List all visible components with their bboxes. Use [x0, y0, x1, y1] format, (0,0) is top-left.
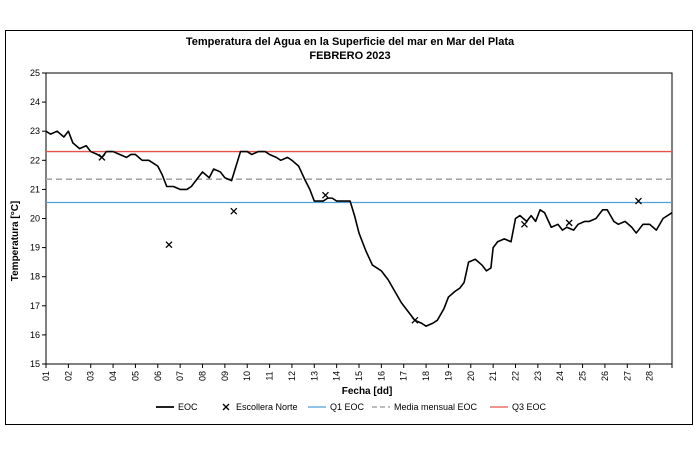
y-tick-label-8: 23 [30, 126, 40, 136]
x-tick-label-11: 12 [287, 371, 297, 381]
x-tick-label-13: 14 [332, 371, 342, 381]
y-tick-label-9: 24 [30, 97, 40, 107]
x-tick-label-5: 06 [153, 371, 163, 381]
chart-frame: Temperatura del Agua en la Superficie de… [5, 30, 693, 425]
legend-item-0: EOC [156, 402, 198, 412]
y-tick-label-7: 22 [30, 155, 40, 165]
legend-item-4: Q3 EOC [490, 402, 547, 412]
plot-area [45, 72, 673, 365]
x-tick-label-25: 26 [600, 371, 610, 381]
escollera-point-4 [411, 316, 419, 324]
series-line-eoc [45, 130, 673, 327]
x-tick-label-17: 18 [421, 371, 431, 381]
plot-border [45, 72, 673, 365]
y-tick-label-3: 18 [30, 272, 40, 282]
y-tick-label-5: 20 [30, 214, 40, 224]
x-tick-label-8: 09 [220, 371, 230, 381]
axes: 15 16 17 18 19 20 21 22 23 24 25 01 02 03 04 05 06 07 08 09… [30, 68, 673, 381]
legend-item-2: Q1 EOC [308, 402, 365, 412]
escollera-point-1 [165, 241, 173, 249]
legend-swatch-cross-b [222, 403, 230, 411]
y-tick-label-1: 16 [30, 330, 40, 340]
reference-lines [46, 150, 672, 204]
escollera-point-0 [98, 153, 106, 161]
y-tick-label-10: 25 [30, 68, 40, 78]
cross-stroke-b [322, 191, 329, 199]
y-tick-label-0: 15 [30, 359, 40, 369]
x-tick-label-23: 24 [555, 371, 565, 381]
x-tick-label-18: 19 [443, 371, 453, 381]
y-tick-label-2: 17 [30, 301, 40, 311]
escollera-point-7 [635, 197, 642, 205]
x-tick-label-26: 27 [622, 371, 632, 381]
x-tick-label-19: 20 [466, 371, 476, 381]
y-tick-label-6: 21 [30, 184, 40, 194]
x-tick-label-27: 28 [645, 371, 655, 381]
x-tick-label-3: 04 [108, 371, 118, 381]
y-axis-label: Temperatura [°C] [10, 201, 21, 282]
x-tick-label-21: 22 [511, 371, 521, 381]
series-layer [45, 130, 673, 327]
x-tick-label-10: 11 [265, 371, 275, 380]
legend-label-3: Media mensual EOC [394, 402, 478, 412]
escollera-point-6 [565, 219, 573, 227]
legend-item-1: Escollera Norte [222, 402, 298, 412]
escollera-point-3 [322, 191, 329, 199]
x-tick-label-22: 23 [533, 371, 543, 381]
x-tick-label-2: 03 [86, 371, 96, 381]
x-tick-label-15: 16 [376, 371, 386, 381]
legend-item-3: Media mensual EOC [372, 402, 478, 412]
x-axis-label: Fecha [dd] [342, 386, 393, 397]
cross-stroke-b [165, 241, 173, 249]
x-tick-label-4: 05 [130, 371, 140, 381]
chart-svg: Temperatura del Agua en la Superficie de… [10, 36, 673, 412]
x-tick-label-20: 21 [488, 371, 498, 381]
x-tick-label-12: 13 [309, 371, 319, 381]
cross-stroke-b [411, 316, 419, 324]
x-tick-label-9: 10 [242, 371, 252, 381]
x-tick-label-14: 15 [354, 371, 364, 381]
x-tick-label-6: 07 [175, 371, 185, 381]
legend-label-4: Q3 EOC [512, 402, 547, 412]
cross-stroke-b [98, 153, 106, 161]
chart-title: Temperatura del Agua en la Superficie de… [186, 36, 515, 48]
legend-label-1: Escollera Norte [236, 402, 298, 412]
y-tick-label-4: 19 [30, 243, 40, 253]
legend: EOC Escollera Norte Q1 EOC Media mensual EO… [156, 402, 547, 412]
chart-subtitle: FEBRERO 2023 [309, 50, 390, 62]
cross-stroke-b [565, 219, 573, 227]
x-tick-label-0: 01 [41, 371, 51, 381]
legend-label-2: Q1 EOC [330, 402, 365, 412]
cross-stroke-b [635, 197, 642, 205]
escollera-point-5 [520, 220, 528, 228]
x-tick-label-7: 08 [198, 371, 208, 381]
x-tick-label-1: 02 [63, 371, 73, 381]
cross-stroke-b [520, 220, 528, 228]
x-tick-label-16: 17 [399, 371, 409, 381]
escollera-point-2 [230, 207, 238, 215]
x-tick-label-24: 25 [578, 371, 588, 381]
cross-stroke-b [230, 207, 238, 215]
legend-label-0: EOC [178, 402, 198, 412]
